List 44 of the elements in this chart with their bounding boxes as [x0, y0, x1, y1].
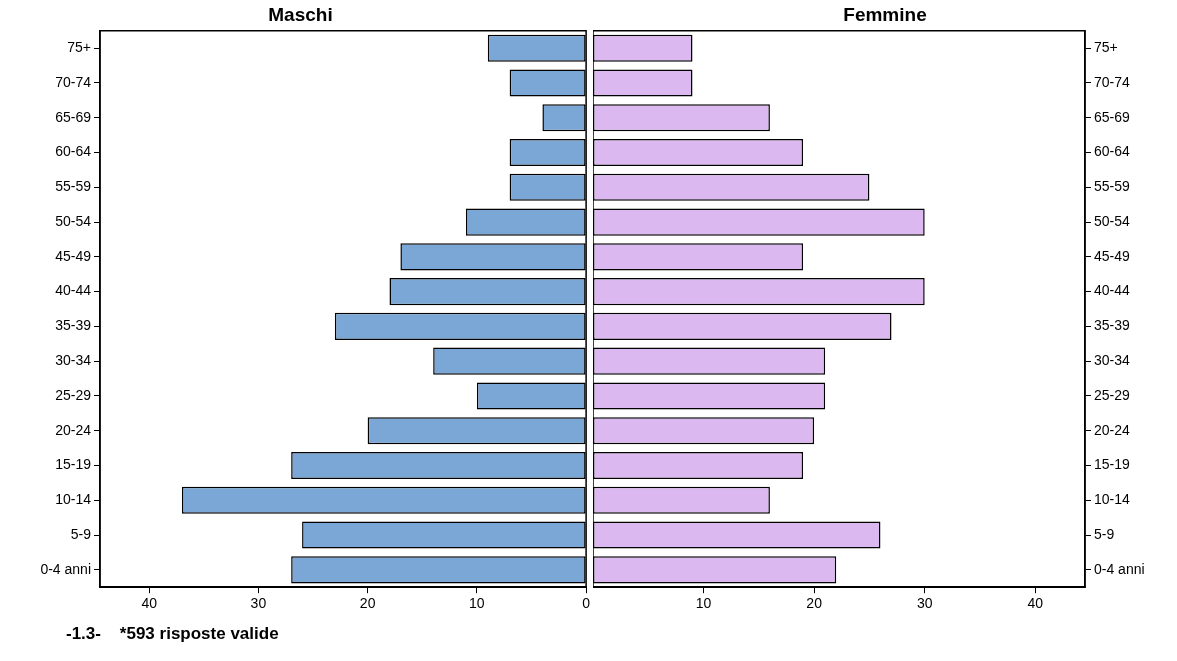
chart-title: Femmine — [843, 3, 927, 25]
y-tick-label: 60-64 — [1094, 143, 1131, 160]
y-tick-label: 20-24 — [55, 421, 92, 438]
x-tick-label: 30 — [250, 595, 267, 612]
x-tick-label: 30 — [916, 595, 933, 612]
y-tick-label: 75+ — [1094, 39, 1118, 56]
x-tick-label: 40 — [141, 595, 158, 612]
x-tick-label: 20 — [359, 595, 376, 612]
y-tick-label: 45-49 — [1094, 247, 1131, 264]
y-tick-label: 5-9 — [1094, 525, 1115, 542]
x-tick-label: 0 — [582, 595, 591, 612]
y-tick-label: 65-69 — [1094, 108, 1131, 125]
x-tick-label: 20 — [806, 595, 823, 612]
y-tick-label: 30-34 — [55, 352, 92, 369]
y-tick-label: 15-19 — [55, 456, 92, 473]
x-tick-label: 10 — [695, 595, 712, 612]
text: -1.3- *593 risposte valide — [66, 624, 280, 644]
y-tick-label: 65-69 — [55, 108, 92, 125]
y-tick-label: 50-54 — [1094, 212, 1131, 229]
y-tick-label: 15-19 — [1094, 456, 1131, 473]
y-tick-label: 45-49 — [55, 247, 92, 264]
y-tick-label: 60-64 — [55, 143, 92, 160]
y-tick-label: 75+ — [67, 39, 91, 56]
y-tick-label: 55-59 — [55, 178, 92, 195]
y-tick-label: 40-44 — [1094, 282, 1131, 299]
y-tick-label: 50-54 — [55, 212, 92, 229]
y-tick-label: 20-24 — [1094, 421, 1131, 438]
y-tick-label: 35-39 — [55, 317, 92, 334]
y-tick-label: 70-74 — [1094, 73, 1131, 90]
y-tick-label: 70-74 — [55, 73, 92, 90]
y-tick-label: 25-29 — [1094, 386, 1131, 403]
chart-title: Maschi — [268, 3, 333, 25]
y-tick-label: 30-34 — [1094, 352, 1131, 369]
y-tick-label: 5-9 — [70, 525, 92, 542]
x-tick-label: 40 — [1027, 595, 1044, 612]
y-tick-label: 35-39 — [1094, 317, 1131, 334]
y-tick-label: 40-44 — [55, 282, 92, 299]
y-tick-label: 10-14 — [1094, 491, 1131, 508]
x-tick-label: 10 — [469, 595, 485, 612]
y-tick-label: 10-14 — [55, 491, 92, 508]
y-tick-label: 0-4 anni — [40, 560, 91, 577]
y-tick-label: 0-4 anni — [1094, 560, 1145, 577]
y-tick-label: 55-59 — [1094, 178, 1131, 195]
y-tick-label: 25-29 — [55, 386, 92, 403]
